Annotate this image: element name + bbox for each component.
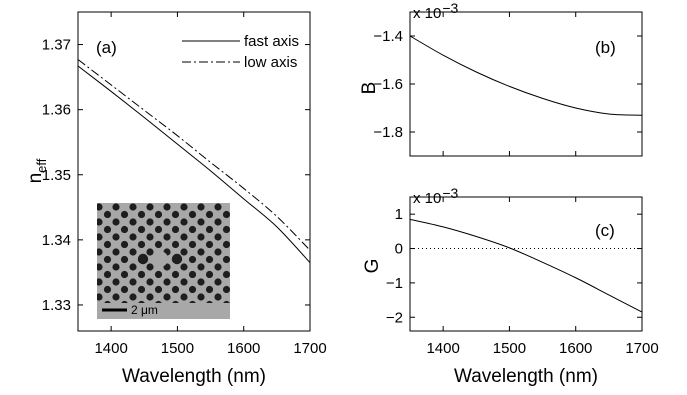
panel-c-x-tick-label: 1400 <box>426 340 459 357</box>
panel-b-scale-prefix: x 10 <box>413 5 441 22</box>
panel-a-y-tick-label: 1.36 <box>42 102 71 119</box>
panel-a-x-tick-label: 1500 <box>161 340 194 357</box>
panel-c-ticks: 1400 1500 1600 1700 −2 −1 0 1 <box>386 197 659 357</box>
panel-b-y-tick-label: −1.8 <box>373 124 403 141</box>
panel-c: 1400 1500 1600 1700 −2 −1 0 1 (c) x 10−3 Wavele… <box>362 185 659 387</box>
panel-a-y-axis-label: neff <box>25 158 49 183</box>
panel-a-frame <box>77 11 311 332</box>
inset-core <box>152 251 168 267</box>
panel-b-marks <box>409 35 643 116</box>
panel-c-scale-prefix: x 10 <box>413 190 441 207</box>
panel-c-frame <box>409 196 643 332</box>
panel-c-label: (c) <box>595 221 615 240</box>
panel-c-series-0-line <box>409 218 643 313</box>
panel-a-y-tick-label: 1.35 <box>42 167 71 184</box>
panel-c-y-tick-label: 0 <box>395 241 403 258</box>
panel-b-ticks: −1.8 −1.6 −1.4 <box>373 12 643 156</box>
panel-b-scale-exponent: −3 <box>442 0 458 16</box>
inset-large-hole-right <box>171 253 183 265</box>
panel-b-y-axis-label-group: B <box>359 82 380 95</box>
panel-a-series-0-line <box>77 65 311 263</box>
panel-b-frame <box>409 11 643 157</box>
panel-c-marks <box>409 218 643 313</box>
panel-c-y-tick-label: −2 <box>386 309 403 326</box>
panel-b: −1.8 −1.6 −1.4 (b) x 10−3 B <box>359 0 643 157</box>
panel-a-y-tick-label: 1.33 <box>42 297 71 314</box>
panel-b-series-0-line <box>409 35 643 116</box>
panel-c-scale-exponent: −3 <box>442 185 458 201</box>
panel-c-y-axis-label-group: G <box>362 259 383 274</box>
legend-label-fast-axis: fast axis <box>244 33 299 50</box>
panel-a-label: (a) <box>96 38 117 57</box>
panel-b-label: (b) <box>595 38 616 57</box>
panel-a-y-axis-label-group: neff <box>25 158 49 183</box>
panel-a-marks <box>77 59 311 263</box>
inset-large-hole-left <box>137 253 149 265</box>
panel-a-y-tick-label: 1.34 <box>42 232 71 249</box>
panel-c-y-tick-label: 1 <box>395 206 403 223</box>
panel-a-x-tick-label: 1600 <box>227 340 260 357</box>
panel-a-y-axis-label-main: n <box>25 173 46 184</box>
panel-c-y-axis-label: G <box>362 259 383 274</box>
panel-b-y-axis-label: B <box>359 82 380 95</box>
panel-a-ticks: 1400 1500 1600 1700 1.33 1.34 1.35 1.36 1.37 <box>42 12 327 357</box>
panel-c-scale-factor: x 10−3 <box>413 185 459 207</box>
panel-a: 1400 1500 1600 1700 1.33 1.34 1.35 1.36 1.37 (a)… <box>25 11 327 387</box>
panel-a-x-tick-label: 1700 <box>293 340 326 357</box>
panel-c-y-tick-label: −1 <box>386 275 403 292</box>
panel-a-x-axis-label: Wavelength (nm) <box>122 366 266 387</box>
panel-a-y-tick-label: 1.37 <box>42 37 71 54</box>
panel-a-x-tick-label: 1400 <box>94 340 127 357</box>
panel-b-y-tick-label: −1.6 <box>373 76 403 93</box>
legend: fast axis low axis <box>182 33 299 71</box>
legend-label-low-axis: low axis <box>244 54 297 71</box>
panel-c-x-tick-label: 1600 <box>559 340 592 357</box>
inset-micrograph: 2 μm <box>97 203 230 319</box>
panel-b-y-tick-label: −1.4 <box>373 28 403 45</box>
panel-a-y-axis-label-subscript: eff <box>34 158 49 173</box>
panel-b-scale-factor: x 10−3 <box>413 0 459 22</box>
panel-c-x-tick-label: 1700 <box>625 340 658 357</box>
panel-c-x-axis-label: Wavelength (nm) <box>454 366 598 387</box>
scale-bar-label: 2 μm <box>131 303 158 317</box>
panel-c-x-tick-label: 1500 <box>493 340 526 357</box>
